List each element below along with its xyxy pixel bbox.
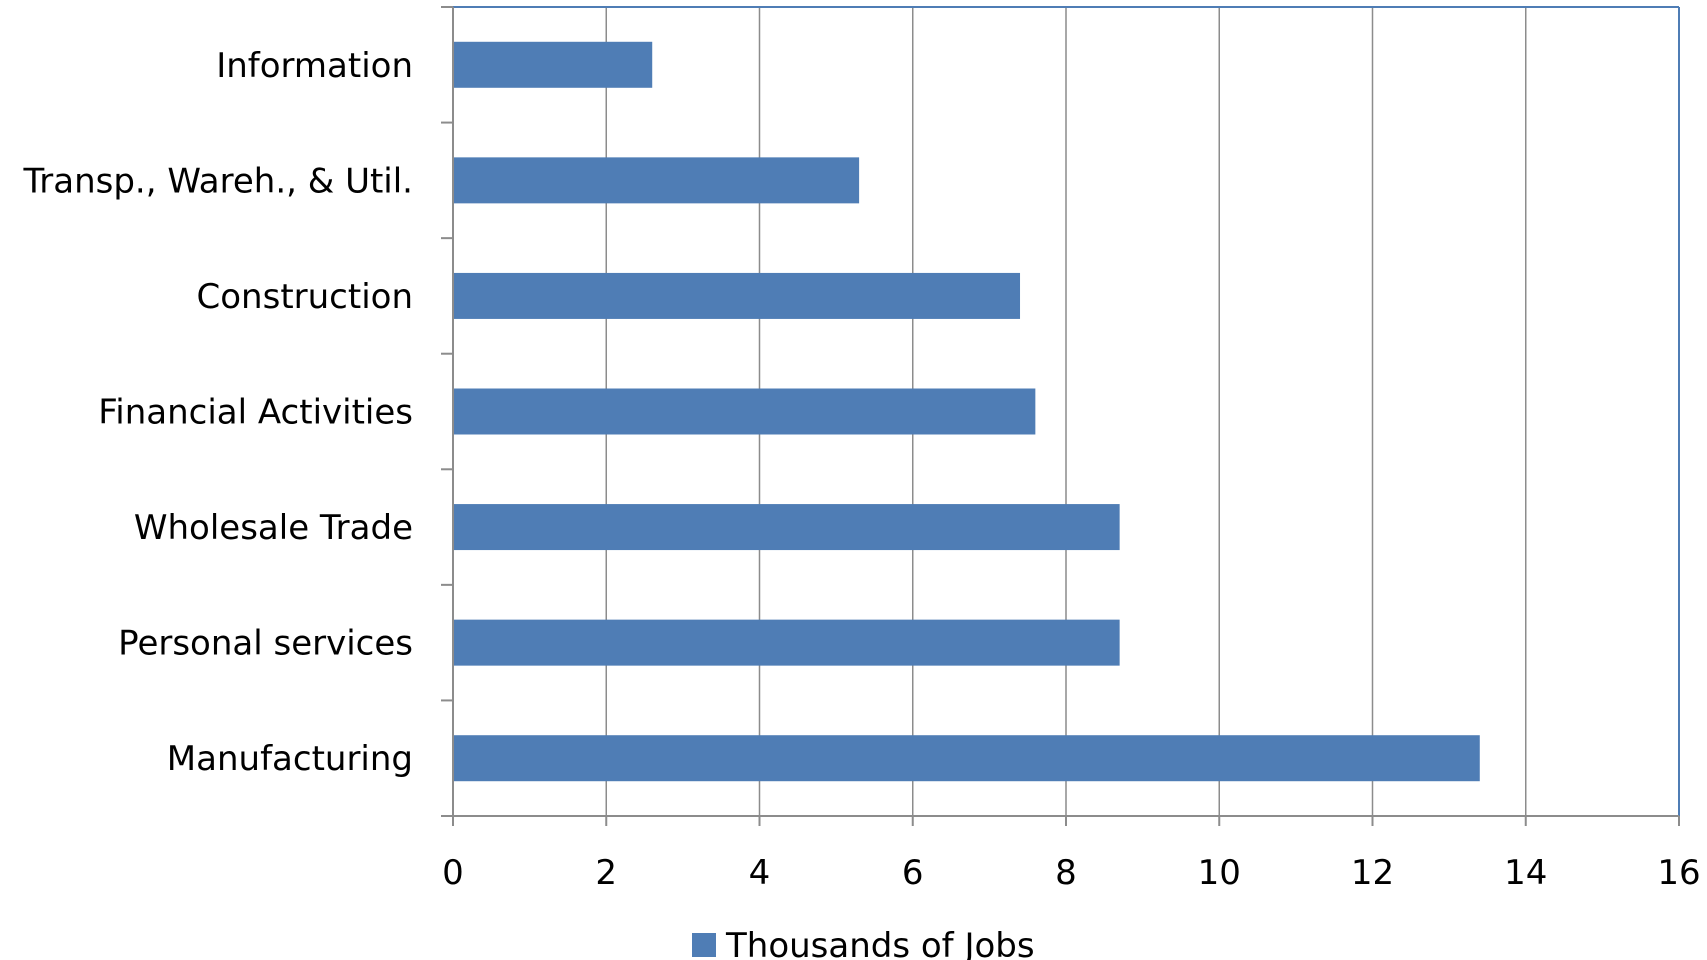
category-label: Information bbox=[216, 46, 413, 86]
bar bbox=[453, 41, 653, 88]
category-label: Construction bbox=[197, 277, 413, 317]
x-tick-label: 8 bbox=[1055, 853, 1077, 893]
legend: Thousands of Jobs bbox=[692, 926, 1035, 960]
x-tick-label: 0 bbox=[442, 853, 464, 893]
x-tick-label: 4 bbox=[749, 853, 771, 893]
category-label: Manufacturing bbox=[167, 739, 413, 779]
bar bbox=[453, 619, 1120, 666]
bar bbox=[453, 157, 860, 204]
category-label: Wholesale Trade bbox=[134, 508, 413, 548]
category-label: Personal services bbox=[118, 624, 413, 664]
axes bbox=[441, 6, 1680, 826]
category-label: Financial Activities bbox=[98, 393, 413, 433]
x-tick-label: 12 bbox=[1351, 853, 1394, 893]
bar bbox=[453, 735, 1480, 782]
bar bbox=[453, 504, 1120, 551]
bar bbox=[453, 272, 1021, 319]
category-label: Transp., Wareh., & Util. bbox=[23, 161, 414, 201]
bar bbox=[453, 388, 1036, 435]
bars bbox=[453, 41, 1480, 782]
x-tick-label: 16 bbox=[1657, 853, 1700, 893]
x-tick-label: 14 bbox=[1504, 853, 1547, 893]
x-tick-labels: 0 2 4 6 8 10 12 14 16 bbox=[442, 853, 1700, 893]
legend-swatch bbox=[692, 933, 716, 957]
legend-label: Thousands of Jobs bbox=[725, 926, 1035, 960]
x-tick-label: 10 bbox=[1198, 853, 1241, 893]
x-tick-label: 6 bbox=[902, 853, 924, 893]
x-tick-label: 2 bbox=[595, 853, 617, 893]
category-labels: Information Transp., Wareh., & Util. Const… bbox=[23, 46, 414, 779]
